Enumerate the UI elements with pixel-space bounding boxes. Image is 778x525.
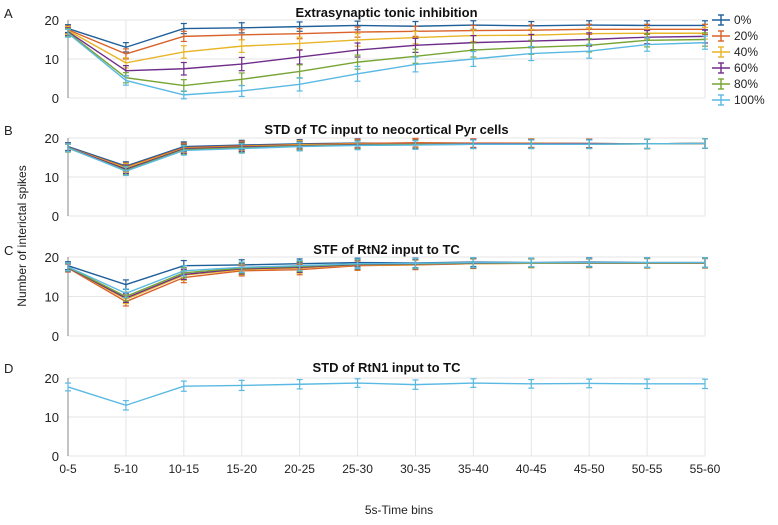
x-tick-label: 45-50 — [574, 462, 605, 476]
series-20pct — [65, 23, 708, 60]
y-tick-label: 10 — [45, 290, 59, 305]
x-tick-label: 10-15 — [168, 462, 199, 476]
panel-letter: A — [4, 6, 13, 21]
y-tick-label: 20 — [45, 371, 59, 386]
series-line — [67, 31, 706, 87]
y-tick-label: 10 — [45, 410, 59, 425]
series-100pct — [65, 257, 708, 299]
x-tick-label: 5-10 — [114, 462, 138, 476]
panel-title: STD of TC input to neocortical Pyr cells — [264, 122, 508, 137]
series-line — [67, 142, 706, 172]
legend-label: 40% — [734, 45, 758, 59]
shared-x-axis-label: 5s-Time bins — [365, 503, 433, 517]
panel-letter: D — [4, 361, 13, 376]
panel-title: STF of RtN2 input to TC — [313, 242, 460, 257]
legend-label: 60% — [734, 61, 758, 75]
x-tick-label: 55-60 — [690, 462, 721, 476]
series-100pct — [65, 138, 708, 177]
legend-label: 20% — [734, 29, 758, 43]
legend-entry: 40% — [712, 45, 758, 59]
y-tick-label: 20 — [45, 13, 59, 28]
panel-b: 0 10 20 B STD of TC input to neocortical Pyr… — [4, 122, 708, 224]
series-line — [67, 262, 705, 298]
series-line — [67, 29, 705, 64]
legend-label: 80% — [734, 77, 758, 91]
y-tick-label: 10 — [45, 170, 59, 185]
x-tick-label: 50-55 — [632, 462, 663, 476]
panel-title: Extrasynaptic tonic inhibition — [295, 5, 477, 20]
legend-entry: 60% — [712, 61, 758, 75]
series-line — [67, 31, 706, 72]
panel-d: 0 10 20 D STD of RtN1 input to TC 0-5 5-10 10-1… — [4, 360, 721, 476]
y-tick-label: 20 — [45, 131, 59, 146]
legend-entry: 80% — [712, 77, 758, 91]
legend-label: 100% — [734, 93, 765, 107]
shared-y-axis-label: Number of interictal spikes — [15, 165, 29, 306]
series-100pct — [65, 28, 708, 100]
legend-label: 0% — [734, 13, 752, 27]
y-tick-label: 0 — [52, 329, 59, 344]
series-line — [67, 32, 706, 96]
legend-entry: 0% — [712, 13, 752, 27]
y-tick-label: 20 — [45, 250, 59, 265]
x-tick-label: 35-40 — [458, 462, 489, 476]
panel-title: STD of RtN1 input to TC — [312, 360, 461, 375]
y-tick-label: 0 — [52, 91, 59, 106]
series-60pct — [65, 257, 708, 304]
y-tick-label: 0 — [52, 209, 59, 224]
panel-letter: C — [4, 243, 13, 258]
series-line — [67, 382, 705, 407]
series-line — [67, 261, 705, 295]
legend-entry: 100% — [712, 93, 765, 107]
legend: 0% 20% 40% 60% 80% 100% — [712, 13, 765, 107]
panel-c: 0 10 20 C STF of RtN2 input to TC — [4, 242, 708, 344]
series-line — [67, 28, 705, 55]
series-100pct — [65, 378, 708, 411]
y-tick-label: 10 — [45, 52, 59, 67]
series-line — [67, 142, 706, 172]
panel-letter: B — [4, 123, 13, 138]
x-tick-label: 40-45 — [516, 462, 547, 476]
x-tick-label: 15-20 — [226, 462, 257, 476]
y-tick-label: 0 — [52, 449, 59, 464]
x-tick-label: 0-5 — [59, 462, 77, 476]
series-line — [67, 24, 705, 49]
x-tick-label: 20-25 — [284, 462, 315, 476]
x-tick-label: 30-35 — [400, 462, 431, 476]
legend-entry: 20% — [712, 29, 758, 43]
x-tick-label: 25-30 — [342, 462, 373, 476]
panel-a: 0 10 20 A Extrasynaptic tonic inhibition 0% 20… — [4, 5, 765, 107]
